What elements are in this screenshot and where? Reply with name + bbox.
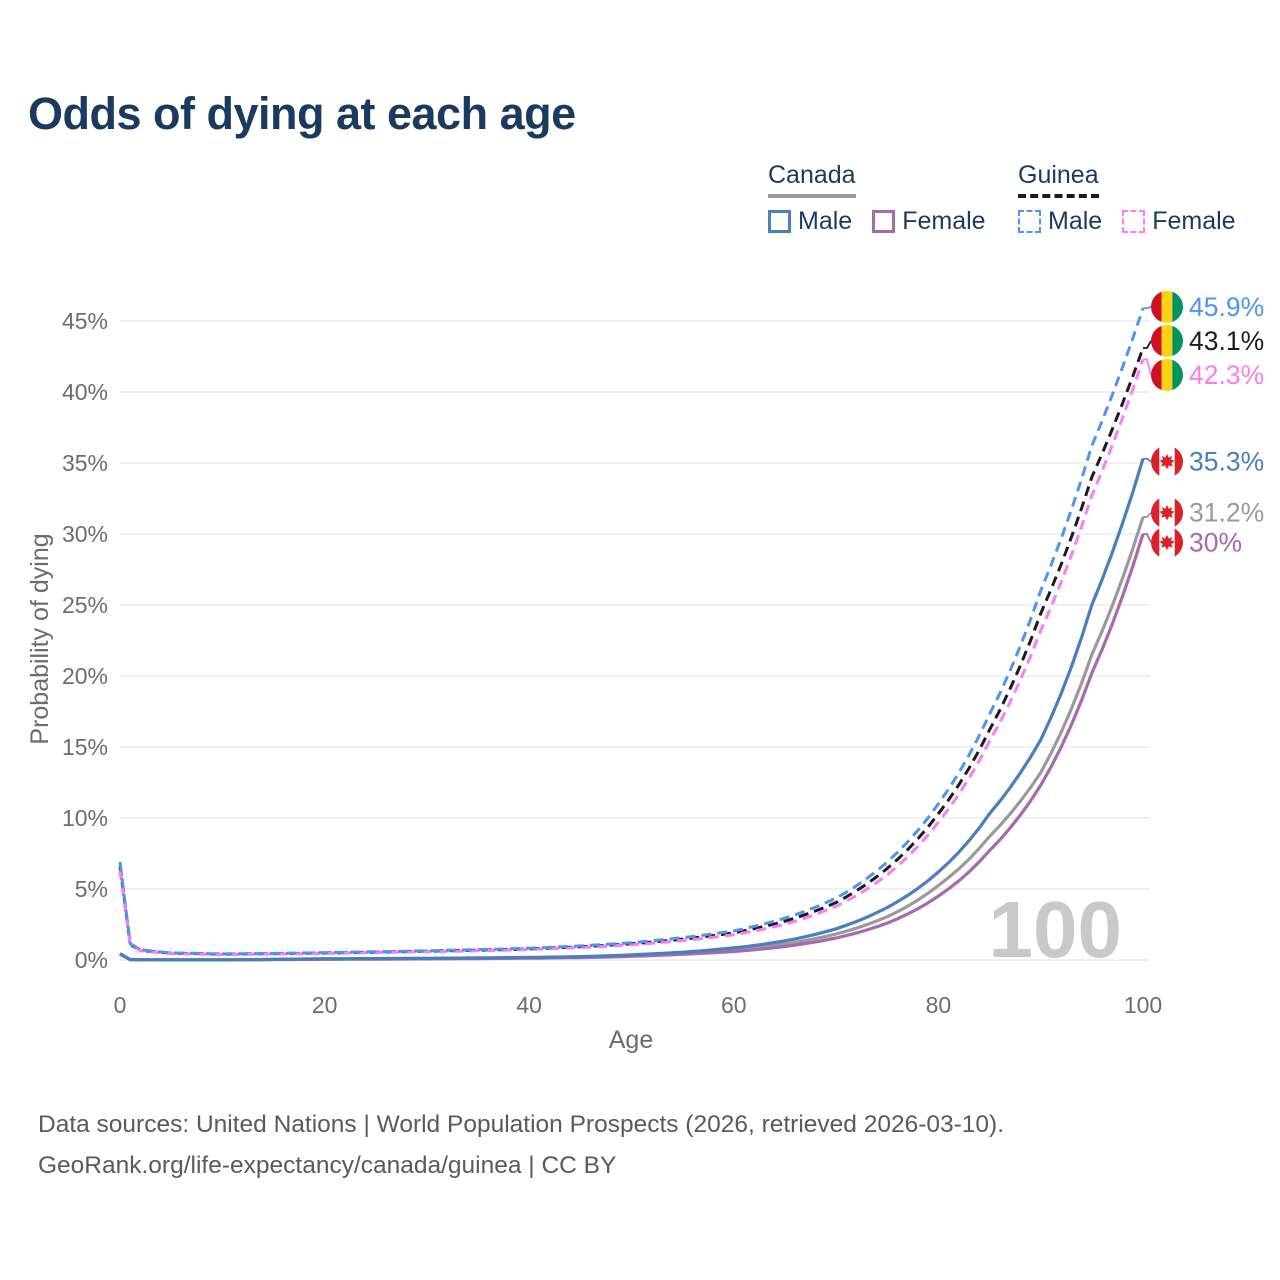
- end-value-label-guinea_male: 45.9%: [1189, 292, 1264, 322]
- series-line-guinea_male[interactable]: [118, 307, 1145, 956]
- x-tick-label-0: 0: [114, 992, 127, 1018]
- y-tick-label-10: 10%: [62, 805, 108, 831]
- y-tick-label-5: 5%: [75, 876, 108, 902]
- legend-item-guinea-male[interactable]: Male: [1018, 207, 1102, 236]
- canada-female-swatch-icon[interactable]: [872, 210, 896, 233]
- legend-items-canada: Male Female: [768, 207, 986, 236]
- label-connector-canada_both: [1143, 512, 1152, 518]
- guinea-flag-icon: [1151, 290, 1183, 323]
- label-connector-guinea_both: [1143, 340, 1152, 349]
- series-line-guinea_female[interactable]: [118, 358, 1145, 956]
- grid-layer: 0% 5% 10% 15% 20% 25% 30% 35% 40% 45% 0 20 40 60 80 100: [62, 308, 1162, 1018]
- legend-label-canada-male: Male: [798, 207, 853, 235]
- footer-data-sources: Data sources: United Nations | World Pop…: [38, 1111, 1005, 1138]
- legend-items-guinea: Male Female: [1018, 207, 1236, 236]
- legend-label-guinea-female: Female: [1152, 207, 1236, 235]
- end-value-label-guinea_both: 43.1%: [1189, 326, 1264, 356]
- end-value-label-canada_both: 31.2%: [1189, 498, 1264, 528]
- series-layer: [118, 307, 1145, 962]
- legend-label-guinea-male: Male: [1048, 207, 1103, 235]
- chart-title: Odds of dying at each age: [28, 88, 576, 139]
- end-value-label-guinea_female: 42.3%: [1189, 360, 1264, 390]
- end-value-label-canada_female: 30%: [1189, 528, 1242, 558]
- label-connector-canada_female: [1143, 533, 1152, 543]
- y-tick-label-25: 25%: [62, 592, 108, 618]
- maple-leaf-icon: [1159, 534, 1175, 551]
- x-tick-label-100: 100: [1124, 992, 1162, 1018]
- canada-flag-icon: [1151, 445, 1183, 478]
- guinea-female-swatch-icon[interactable]: [1122, 210, 1146, 233]
- end-value-label-canada_male: 35.3%: [1189, 447, 1264, 477]
- y-tick-label-30: 30%: [62, 521, 108, 547]
- watermark-age-100: 100: [989, 885, 1122, 974]
- legend-item-guinea-female[interactable]: Female: [1122, 207, 1236, 236]
- x-tick-label-80: 80: [926, 992, 952, 1018]
- maple-leaf-icon: [1159, 453, 1175, 470]
- legend-group-canada: Canada Male Female: [768, 161, 986, 236]
- y-tick-label-0: 0%: [75, 947, 108, 973]
- series-line-guinea_both[interactable]: [118, 347, 1145, 956]
- legend-group-guinea: Guinea Male Female: [1018, 161, 1236, 236]
- canada-male-swatch-icon[interactable]: [768, 210, 791, 233]
- guinea-male-swatch-icon[interactable]: [1018, 210, 1041, 233]
- y-tick-label-20: 20%: [62, 663, 108, 689]
- y-tick-label-40: 40%: [62, 379, 108, 405]
- maple-leaf-icon: [1159, 505, 1175, 521]
- canada-flag-icon: [1151, 526, 1183, 559]
- legend-country-guinea[interactable]: Guinea: [1018, 161, 1099, 198]
- guinea-flag-icon: [1151, 324, 1183, 357]
- legend-label-canada-female: Female: [902, 207, 986, 235]
- footer-attribution: GeoRank.org/life-expectancy/canada/guine…: [38, 1152, 617, 1179]
- legend-country-canada[interactable]: Canada: [768, 161, 856, 198]
- legend-item-canada-male[interactable]: Male: [768, 207, 852, 236]
- y-tick-label-15: 15%: [62, 734, 108, 760]
- x-axis-title: Age: [609, 1026, 653, 1054]
- y-tick-label-35: 35%: [62, 450, 108, 476]
- label-connector-canada_male: [1143, 457, 1152, 463]
- legend-item-canada-female[interactable]: Female: [872, 207, 986, 236]
- x-tick-label-60: 60: [721, 992, 747, 1018]
- guinea-flag-icon: [1151, 358, 1183, 391]
- x-tick-label-40: 40: [516, 992, 542, 1018]
- label-connector-guinea_male: [1143, 305, 1152, 310]
- series-line-canada_male[interactable]: [119, 458, 1145, 962]
- annotation-layer: 31.2%30% 35.3% 43.1% 42.3% 45.9%: [1143, 290, 1264, 559]
- chart-footer: Data sources: United Nations | World Pop…: [38, 1104, 1004, 1186]
- y-axis-title: Probability of dying: [26, 533, 54, 744]
- canada-flag-icon: [1151, 496, 1183, 529]
- label-connector-guinea_female: [1143, 358, 1152, 376]
- y-tick-label-45: 45%: [62, 308, 108, 334]
- x-tick-label-20: 20: [312, 992, 338, 1018]
